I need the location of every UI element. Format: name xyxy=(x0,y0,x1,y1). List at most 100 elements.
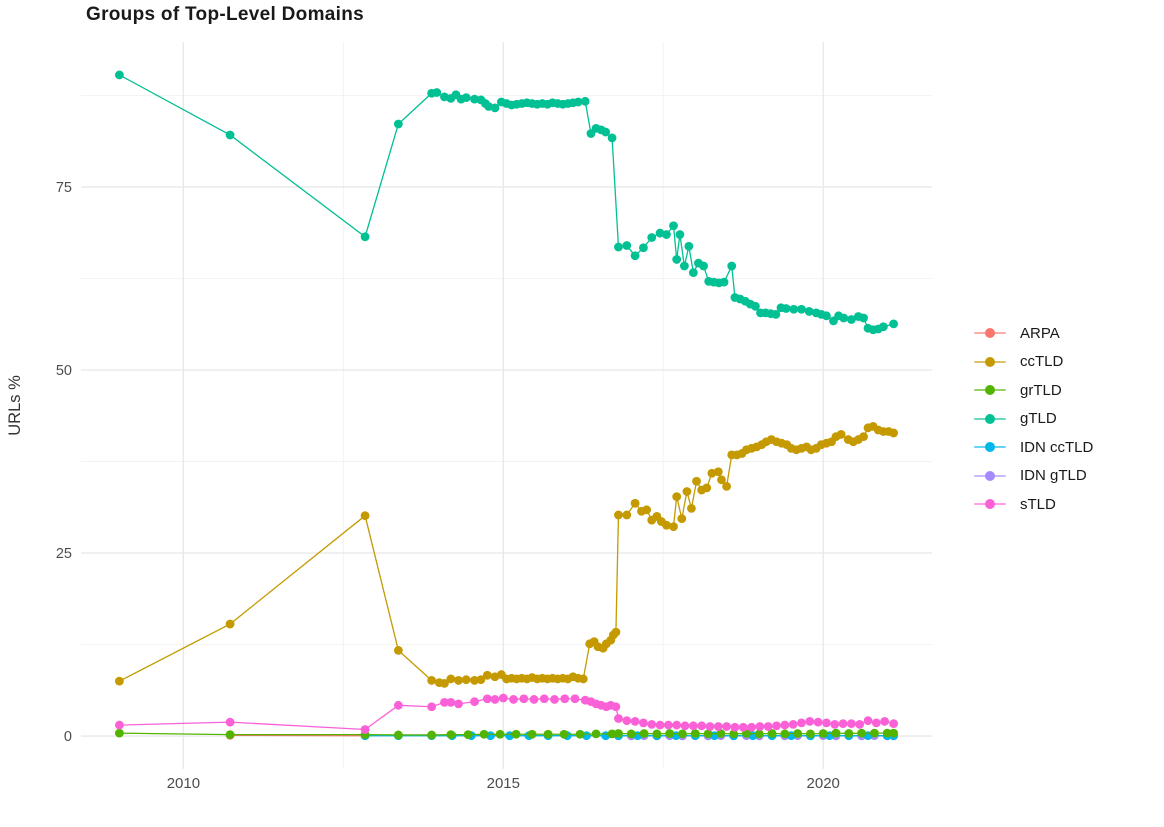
series-point-gTLD xyxy=(622,241,632,250)
series-point-gTLD xyxy=(699,261,708,271)
series-point-sTLD xyxy=(805,717,815,726)
series-point-grTLD xyxy=(690,729,700,738)
series-point-ccTLD xyxy=(669,522,678,532)
series-point-sTLD xyxy=(830,719,840,729)
series-point-gTLD xyxy=(393,119,403,129)
series-point-ccTLD xyxy=(722,481,732,491)
series-point-sTLD xyxy=(393,700,403,710)
legend-label: sTLD xyxy=(1020,495,1056,513)
series-point-ccTLD xyxy=(482,670,492,680)
series-point-gTLD xyxy=(114,70,124,80)
series-point-grTLD xyxy=(527,729,537,739)
series-point-gTLD xyxy=(647,233,657,242)
series-point-gTLD xyxy=(580,96,590,106)
legend: ARPA ccTLD grTLD gTLD IDN ccTLD IDN gTLD sTLD xyxy=(974,319,1093,519)
series-point-gTLD xyxy=(781,304,791,313)
series-point-gTLD xyxy=(889,319,899,329)
series-point-ccTLD xyxy=(630,498,640,508)
series-point-gTLD xyxy=(822,311,831,321)
series-point-sTLD xyxy=(738,722,748,732)
series-point-sTLD xyxy=(647,719,657,729)
series-point-grTLD xyxy=(652,729,662,739)
series-point-grTLD xyxy=(665,729,675,738)
y-tick-label: 50 xyxy=(56,363,72,379)
legend-dot-swatch xyxy=(985,470,995,481)
series-point-grTLD xyxy=(559,729,569,739)
legend-label: IDN ccTLD xyxy=(1020,438,1094,456)
series-point-sTLD xyxy=(509,695,518,704)
series-point-sTLD xyxy=(747,722,756,732)
series-point-sTLD xyxy=(630,717,640,726)
series-point-grTLD xyxy=(626,729,636,739)
series-point-sTLD xyxy=(813,717,823,727)
series-point-sTLD xyxy=(705,722,715,731)
legend-key-icon xyxy=(974,440,1006,454)
legend-dot-swatch xyxy=(985,413,995,424)
series-point-sTLD xyxy=(838,719,848,729)
series-point-sTLD xyxy=(622,716,632,726)
series-point-grTLD xyxy=(818,729,828,738)
series-line-gTLD xyxy=(119,74,894,331)
series-point-sTLD xyxy=(797,718,806,728)
series-point-grTLD xyxy=(543,729,553,739)
series-point-gTLD xyxy=(679,261,689,271)
series-point-gTLD xyxy=(360,232,370,242)
series-point-sTLD xyxy=(225,717,235,727)
series-point-sTLD xyxy=(482,694,492,704)
legend-item-gTLD: gTLD xyxy=(974,405,1093,434)
series-point-grTLD xyxy=(446,730,456,739)
series-point-sTLD xyxy=(454,699,463,709)
series-point-ccTLD xyxy=(672,492,682,502)
series-point-sTLD xyxy=(763,722,773,731)
y-axis-title: URLs % xyxy=(6,375,24,436)
series-point-sTLD xyxy=(539,694,549,704)
series-point-gTLD xyxy=(719,277,729,287)
series-point-grTLD xyxy=(889,728,899,738)
series-point-sTLD xyxy=(446,697,456,707)
series-point-gTLD xyxy=(669,221,678,231)
series-point-gTLD xyxy=(672,255,682,264)
legend-dot-swatch xyxy=(985,385,995,396)
legend-dot-swatch xyxy=(985,499,995,510)
series-point-sTLD xyxy=(672,720,682,730)
series-point-sTLD xyxy=(570,694,580,704)
series-point-grTLD xyxy=(393,730,403,740)
legend-item-grTLD: grTLD xyxy=(974,376,1093,405)
series-point-ccTLD xyxy=(476,675,486,685)
legend-key-icon xyxy=(974,469,1006,483)
series-point-grTLD xyxy=(793,729,803,738)
x-tick-label: 2020 xyxy=(807,775,840,792)
legend-key-icon xyxy=(974,326,1006,340)
series-point-ccTLD xyxy=(461,675,471,685)
series-point-sTLD xyxy=(614,714,623,723)
series-point-grTLD xyxy=(114,728,124,738)
series-point-gTLD xyxy=(601,127,611,137)
legend-label: grTLD xyxy=(1020,381,1062,399)
legend-dot-swatch xyxy=(985,328,995,339)
series-point-sTLD xyxy=(611,702,621,712)
series-point-ccTLD xyxy=(114,676,124,686)
legend-item-sTLD: sTLD xyxy=(974,490,1093,519)
series-point-ccTLD xyxy=(682,487,692,496)
series-point-gTLD xyxy=(688,268,698,278)
series-point-gTLD xyxy=(789,304,799,314)
series-point-grTLD xyxy=(607,729,617,739)
series-point-grTLD xyxy=(463,730,473,739)
series-point-ccTLD xyxy=(702,483,712,493)
legend-label: ARPA xyxy=(1020,324,1060,342)
legend-key-icon xyxy=(974,383,1006,397)
series-point-sTLD xyxy=(490,695,500,704)
y-tick-label: 25 xyxy=(56,546,72,562)
series-point-grTLD xyxy=(479,729,489,739)
series-point-sTLD xyxy=(114,720,124,730)
series-point-ccTLD xyxy=(836,430,846,439)
series-point-sTLD xyxy=(470,697,479,707)
series-point-gTLD xyxy=(797,304,806,314)
series-point-sTLD xyxy=(730,722,740,732)
series-point-gTLD xyxy=(607,133,617,143)
legend-key-icon xyxy=(974,497,1006,511)
series-point-sTLD xyxy=(713,722,723,731)
series-point-sTLD xyxy=(519,694,529,704)
series-point-ccTLD xyxy=(662,520,671,530)
